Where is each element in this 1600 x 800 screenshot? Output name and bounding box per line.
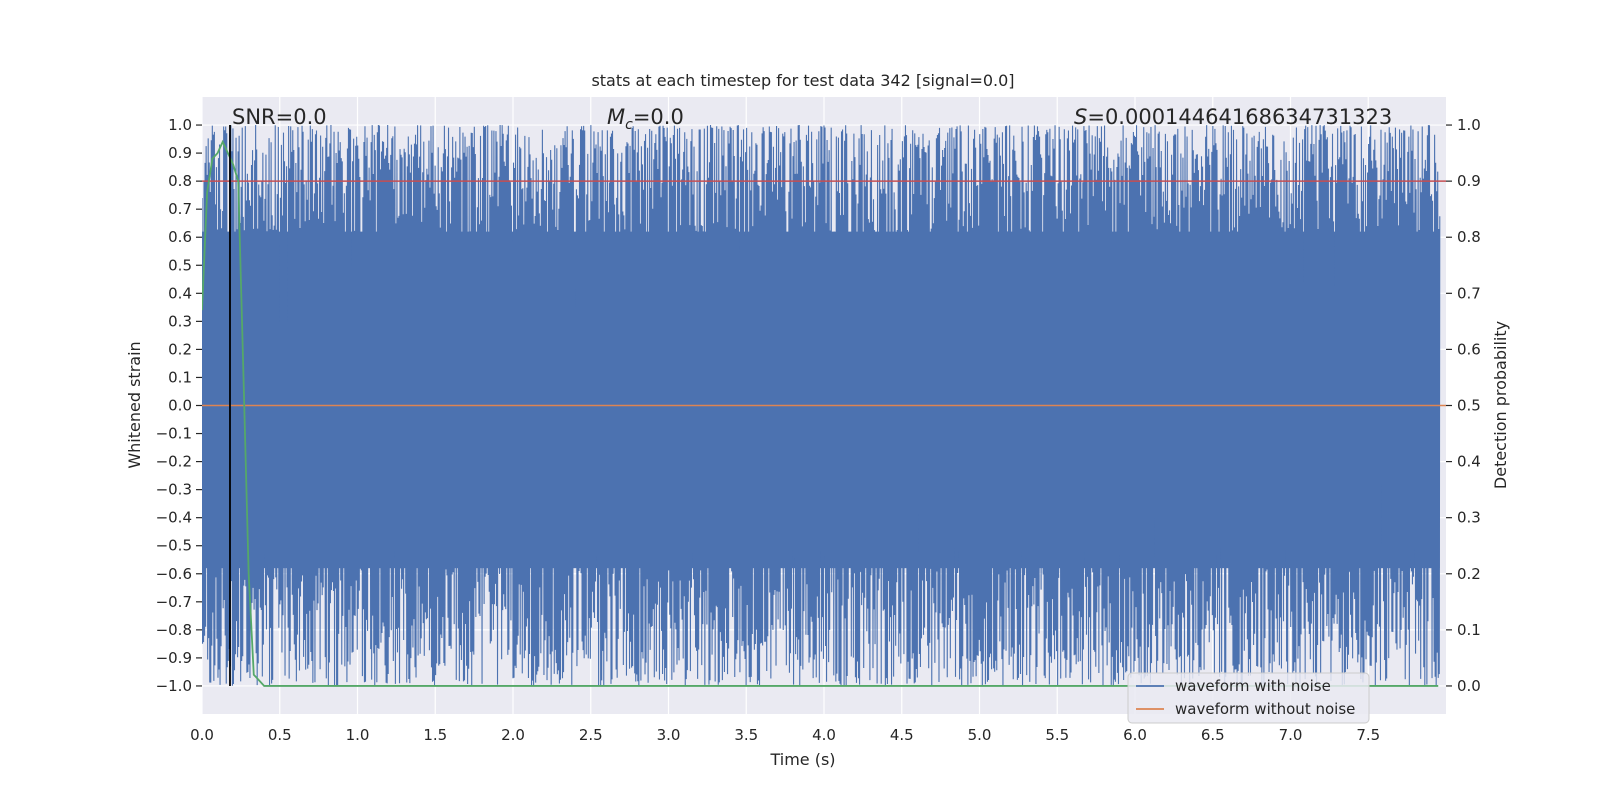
- y2-tick-label: 0.8: [1457, 228, 1481, 246]
- s-value: =0.00014464168634731323: [1087, 105, 1392, 129]
- overlay-lines: [202, 125, 1446, 687]
- x-tick-label: 1.5: [423, 726, 447, 744]
- y-tick-label: −0.4: [156, 509, 192, 527]
- legend: waveform with noise waveform without noi…: [1127, 672, 1370, 724]
- x-tick-label: 2.5: [579, 726, 603, 744]
- detection-probability-line: [202, 139, 1439, 687]
- y-tick-label: 0.4: [168, 284, 192, 302]
- chirp-mass-symbol: M: [607, 105, 625, 129]
- legend-label-noise: waveform with noise: [1175, 677, 1331, 695]
- y2-tick-label: 0.5: [1457, 397, 1481, 415]
- y-tick-label: −0.9: [156, 649, 192, 667]
- chirp-mass-annotation: Mc=0.0: [607, 105, 684, 133]
- y-tick-label: 0.3: [168, 312, 192, 330]
- y-tick-label: 0.9: [168, 144, 192, 162]
- x-tick-label: 5.0: [968, 726, 992, 744]
- y-tick-label: −0.7: [156, 593, 192, 611]
- y-tick-label: 0.7: [168, 200, 192, 218]
- y2-tick-label: 0.0: [1457, 677, 1481, 695]
- x-tick-label: 6.0: [1123, 726, 1147, 744]
- y2-tick-label: 0.3: [1457, 509, 1481, 527]
- x-tick-label: 2.0: [501, 726, 525, 744]
- y-tick-label: 1.0: [168, 116, 192, 134]
- s-symbol: S: [1074, 105, 1087, 129]
- y-tick-label: 0.6: [168, 228, 192, 246]
- y-tick-label: −0.1: [156, 425, 192, 443]
- y-tick-label: −0.8: [156, 621, 192, 639]
- x-tick-label: 5.5: [1045, 726, 1069, 744]
- y2-tick-label: 0.2: [1457, 565, 1481, 583]
- x-tick-label: 1.0: [346, 726, 370, 744]
- x-tick-label: 4.5: [890, 726, 914, 744]
- y-tick-label: −0.2: [156, 453, 192, 471]
- x-axis: 0.0 0.5 1.0 1.5 2.0 2.5 3.0 3.5 4.0 4.5 5.0 5.5 6.0 6…: [190, 726, 1380, 744]
- y-tick-label: −1.0: [156, 677, 192, 695]
- y-axis-label: Whitened strain: [125, 341, 144, 468]
- x-tick-label: 4.0: [812, 726, 836, 744]
- snr-annotation: SNR=0.0: [232, 105, 327, 129]
- y-tick-label: −0.5: [156, 537, 192, 555]
- x-tick-label: 3.0: [657, 726, 681, 744]
- y-tick-label: 0.0: [168, 397, 192, 415]
- y-tick-label: −0.6: [156, 565, 192, 583]
- y-tick-label: 0.5: [168, 256, 192, 274]
- y-tick-label: 0.8: [168, 172, 192, 190]
- x-axis-label: Time (s): [769, 750, 835, 769]
- x-tick-label: 3.5: [734, 726, 758, 744]
- x-tick-label: 7.0: [1279, 726, 1303, 744]
- y2-tick-label: 0.9: [1457, 172, 1481, 190]
- y2-tick-label: 0.4: [1457, 453, 1481, 471]
- y-axis-right: 1.0 0.9 0.8 0.7 0.6 0.5 0.4 0.3 0.2 0.1 0.0: [1446, 116, 1481, 695]
- noise-waveform-line: [202, 125, 1441, 686]
- s-annotation: S=0.00014464168634731323: [1074, 105, 1392, 129]
- x-tick-label: 6.5: [1201, 726, 1225, 744]
- x-tick-label: 0.5: [268, 726, 292, 744]
- x-tick-label: 0.0: [190, 726, 214, 744]
- x-tick-label: 7.5: [1356, 726, 1380, 744]
- chart-title: stats at each timestep for test data 342…: [591, 71, 1014, 90]
- chirp-mass-subscript: c: [625, 117, 633, 133]
- y-tick-label: −0.3: [156, 481, 192, 499]
- y2-axis-label: Detection probability: [1491, 321, 1510, 489]
- y2-tick-label: 1.0: [1457, 116, 1481, 134]
- y2-tick-label: 0.7: [1457, 284, 1481, 302]
- y2-tick-label: 0.6: [1457, 340, 1481, 358]
- legend-label-clean: waveform without noise: [1175, 700, 1355, 718]
- y-axis-left: 1.0 0.9 0.8 0.7 0.6 0.5 0.4 0.3 0.2 0.1 0.0 −0.1 −0.…: [156, 116, 202, 695]
- y-tick-label: 0.2: [168, 340, 192, 358]
- y2-tick-label: 0.1: [1457, 621, 1481, 639]
- y-tick-label: 0.1: [168, 368, 192, 386]
- series-waveform-with-noise: [202, 125, 1441, 686]
- chirp-mass-value: =0.0: [633, 105, 684, 129]
